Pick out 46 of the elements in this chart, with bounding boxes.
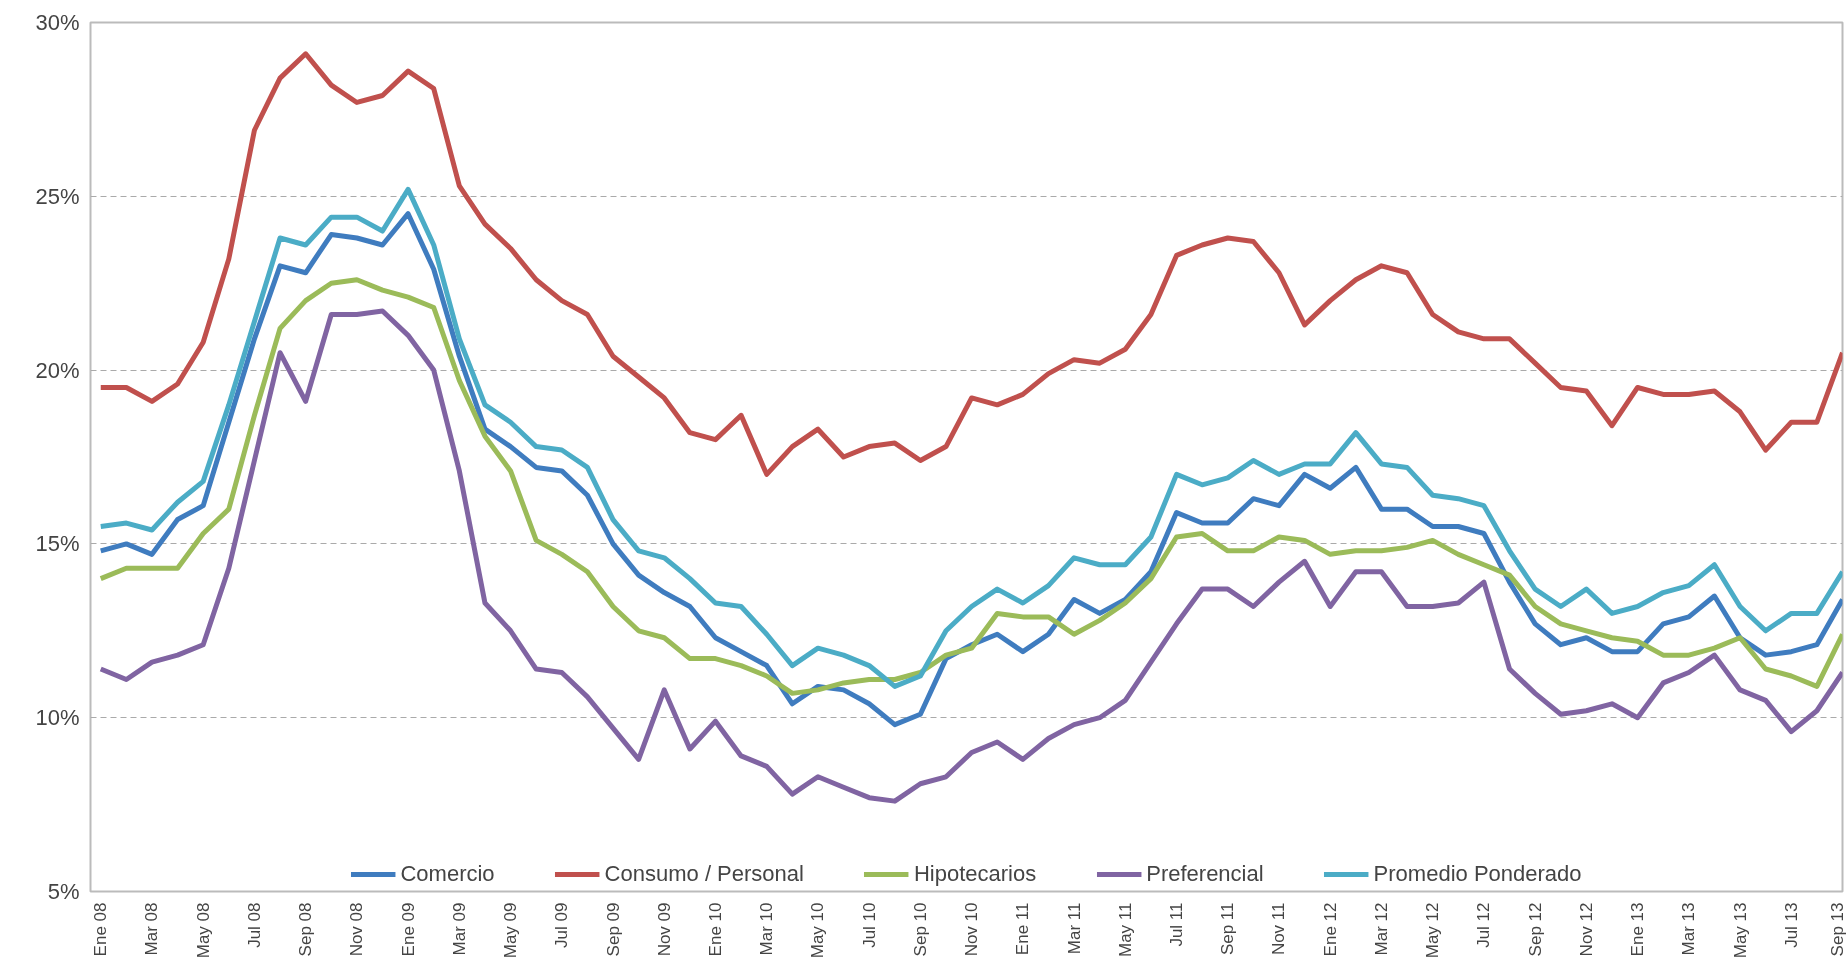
x-tick-label: Mar 12 bbox=[1371, 902, 1391, 956]
x-tick-label: May 10 bbox=[808, 902, 828, 959]
y-tick-label: 20% bbox=[35, 357, 80, 383]
x-tick-label: Nov 12 bbox=[1576, 902, 1596, 957]
legend-label: Consumo / Personal bbox=[604, 861, 804, 887]
x-tick-label: Sep 10 bbox=[910, 902, 930, 957]
x-tick-label: May 11 bbox=[1115, 902, 1135, 957]
x-tick-label: Ene 08 bbox=[91, 902, 111, 957]
x-tick-label: Nov 11 bbox=[1269, 902, 1289, 956]
x-tick-label: Sep 13 bbox=[1827, 902, 1846, 957]
x-tick-label: Mar 13 bbox=[1679, 902, 1699, 956]
x-tick-label: Jul 09 bbox=[552, 902, 572, 948]
x-tick-label: Ene 12 bbox=[1320, 902, 1340, 957]
x-tick-label: Jul 13 bbox=[1781, 902, 1801, 948]
x-tick-label: Nov 10 bbox=[962, 902, 982, 957]
legend-label: Comercio bbox=[400, 861, 495, 887]
x-tick-label: May 12 bbox=[1423, 902, 1443, 959]
x-tick-label: Mar 08 bbox=[142, 902, 162, 956]
x-tick-label: Jul 08 bbox=[244, 902, 264, 948]
x-tick-label: Sep 09 bbox=[603, 902, 623, 957]
x-tick-label: Nov 09 bbox=[654, 902, 674, 957]
x-tick-label: Ene 13 bbox=[1628, 902, 1648, 957]
x-tick-label: Ene 11 bbox=[1013, 902, 1033, 956]
x-tick-label: May 13 bbox=[1730, 902, 1750, 959]
x-tick-label: Ene 10 bbox=[705, 902, 725, 957]
x-tick-label: Nov 08 bbox=[347, 902, 367, 957]
y-tick-label: 10% bbox=[35, 705, 80, 731]
x-tick-label: Mar 09 bbox=[449, 902, 469, 956]
y-tick-label: 15% bbox=[35, 531, 80, 557]
legend-label: Promedio Ponderado bbox=[1373, 861, 1582, 887]
legend-label: Hipotecarios bbox=[913, 861, 1037, 887]
x-tick-label: Jul 12 bbox=[1474, 902, 1494, 948]
y-tick-label: 30% bbox=[35, 10, 80, 35]
x-tick-label: Sep 12 bbox=[1525, 902, 1545, 957]
y-tick-label: 25% bbox=[35, 183, 80, 209]
x-tick-label: May 09 bbox=[501, 902, 521, 959]
legend-label: Preferencial bbox=[1146, 861, 1264, 887]
y-tick-label: 5% bbox=[47, 879, 80, 904]
x-tick-label: May 08 bbox=[193, 902, 213, 959]
x-tick-label: Jul 11 bbox=[1167, 902, 1187, 947]
x-tick-label: Sep 11 bbox=[1218, 902, 1238, 956]
x-tick-label: Sep 08 bbox=[296, 902, 316, 957]
x-tick-label: Jul 10 bbox=[859, 902, 879, 948]
x-tick-label: Mar 11 bbox=[1064, 902, 1084, 955]
x-tick-label: Ene 09 bbox=[398, 902, 418, 957]
x-tick-label: Mar 10 bbox=[757, 902, 777, 956]
